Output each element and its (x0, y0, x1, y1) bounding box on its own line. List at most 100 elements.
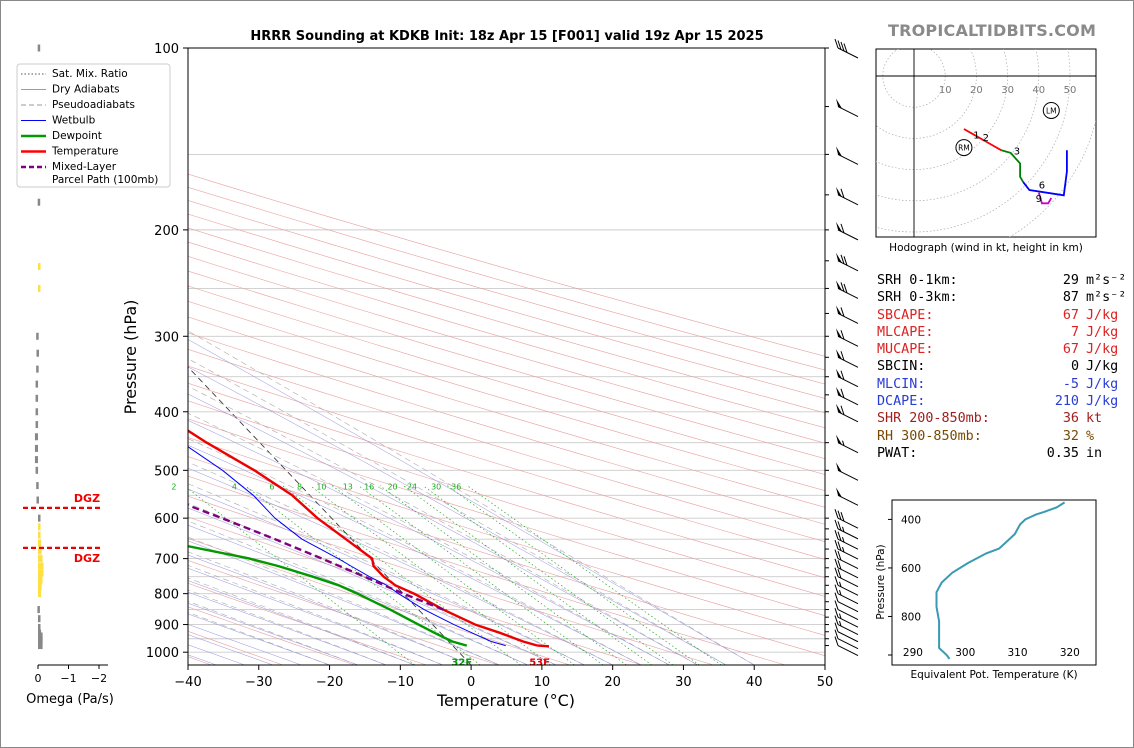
wind-barb-full (840, 254, 845, 264)
wind-barb-staff (837, 538, 859, 550)
omega-bar (34, 444, 38, 452)
stat-label: MLCIN: (877, 376, 926, 392)
dry-adiabat (188, 475, 786, 665)
stat-value: -5 (1062, 376, 1079, 392)
wind-barb (825, 519, 859, 540)
wind-barb-full (834, 519, 839, 530)
dry-adiabat (188, 256, 825, 444)
dry-adiabat (188, 332, 825, 525)
hodograph-ring-label: 50 (1064, 85, 1077, 96)
wind-barb-staff (837, 153, 859, 165)
wind-barb (825, 38, 859, 59)
x-tick-label: −20 (316, 675, 343, 690)
moist-adiabat (188, 654, 217, 665)
omega-bar (36, 349, 39, 357)
wind-barb-flag (836, 434, 842, 445)
chart-title: HRRR Sounding at KDKB Init: 18z Apr 15 [… (250, 29, 763, 44)
wind-barb-full (834, 508, 839, 519)
wind-barb (825, 530, 859, 550)
wind-barb-full (840, 307, 845, 317)
y-tick-label: 300 (154, 330, 179, 345)
stat-unit: kt (1086, 411, 1103, 427)
mixing-ratio-label: 6 (269, 483, 274, 492)
wind-barb-full (837, 550, 842, 561)
y-tick-label: 700 (154, 553, 179, 568)
omega-bar (35, 408, 39, 416)
legend-label: Sat. Mix. Ratio (52, 68, 128, 80)
stat-row: MUCAPE: 67 J/kg (877, 341, 1126, 358)
dry-adiabat (188, 349, 825, 542)
wind-barb (825, 600, 859, 620)
moist-adiabat (188, 420, 670, 665)
wind-barb-staff (837, 638, 859, 650)
theta-e-x-tick-label: 290 (903, 647, 923, 659)
stat-value: 32 (1062, 428, 1079, 444)
dry-adiabat (188, 227, 825, 414)
omega-bar (38, 569, 44, 577)
stat-value: 67 (1062, 342, 1079, 358)
moist-adiabat (188, 624, 302, 665)
wind-barb-full (837, 560, 842, 570)
wind-barb-full (834, 629, 839, 639)
wind-barb (825, 280, 859, 299)
wind-barb-staff (837, 593, 859, 605)
wind-barb-flag (836, 186, 842, 197)
series-wetbulb (188, 446, 506, 647)
omega-axis-label: Omega (Pa/s) (26, 692, 114, 707)
y-tick-label: 1000 (146, 646, 179, 661)
stat-row: SRH 0-1km: 29 m²s⁻² (877, 272, 1126, 289)
x-tick-label: 30 (675, 675, 692, 690)
stat-label: SHR 200-850mb: (877, 411, 990, 427)
stat-unit: m²s⁻² (1086, 273, 1127, 288)
mixing-ratio-line (466, 485, 722, 665)
wind-barb-half (842, 546, 845, 553)
theta-e-frame (891, 499, 1097, 666)
stat-label: MLCAPE: (877, 324, 934, 340)
dry-adiabat (188, 582, 427, 665)
series-mixed-layer-parcel-path-100mb (188, 503, 444, 611)
legend-label: Mixed-Layer (52, 161, 117, 173)
skewt-series (188, 429, 550, 648)
wind-barb (825, 567, 859, 588)
moist-adiabat (188, 634, 273, 665)
hodograph-panel: 10 20 30 40 50 1 2 3 6 9 LM RM Hodograph (wind in kt… (875, 48, 1097, 254)
mixing-ratio-label: 30 (431, 483, 441, 492)
omega-bar (38, 623, 41, 631)
dry-adiabat (188, 382, 825, 579)
wind-barb-staff (837, 631, 859, 643)
x-tick-label: −30 (245, 675, 272, 690)
storm-motion-label: LM (1046, 106, 1057, 115)
y-axis-label: Pressure (hPa) (121, 300, 140, 415)
moist-adiabat (188, 393, 698, 665)
wind-barb (825, 462, 859, 481)
wind-barb-full (840, 282, 845, 292)
hodograph-caption: Hodograph (wind in kt, height in km) (889, 242, 1083, 254)
wind-barb-full (834, 38, 839, 49)
dgz-label: DGZ (74, 552, 100, 565)
stat-unit: in (1086, 445, 1103, 461)
hodograph-ring-label: 20 (970, 85, 983, 96)
hodograph-grid (876, 49, 1096, 237)
wind-barb-staff (837, 624, 859, 635)
stat-row: DCAPE: 210 J/kg (877, 393, 1126, 410)
wind-barb-full (840, 388, 845, 398)
wind-barb (825, 622, 859, 643)
wind-barb-full (843, 256, 848, 266)
wind-barb-full (834, 558, 839, 568)
pseudoadiabat (188, 438, 642, 665)
stat-value: 0 (1070, 359, 1079, 375)
moist-adiabat (188, 580, 415, 665)
wind-barb (825, 186, 859, 206)
wind-barb-full (840, 370, 845, 380)
stat-unit: J/kg (1086, 359, 1119, 375)
wind-barb (825, 349, 859, 368)
mixing-ratio-label: 10 (316, 483, 326, 492)
theta-e-y-tick-label: 600 (901, 563, 921, 575)
wind-barb (825, 592, 859, 613)
wind-barb-half (839, 590, 842, 596)
wind-barb-full (840, 330, 845, 340)
wind-barb-full (834, 539, 839, 550)
wind-barb (825, 615, 859, 635)
theta-e-y-tick-label: 400 (901, 514, 921, 526)
stat-unit: J/kg (1086, 342, 1119, 358)
